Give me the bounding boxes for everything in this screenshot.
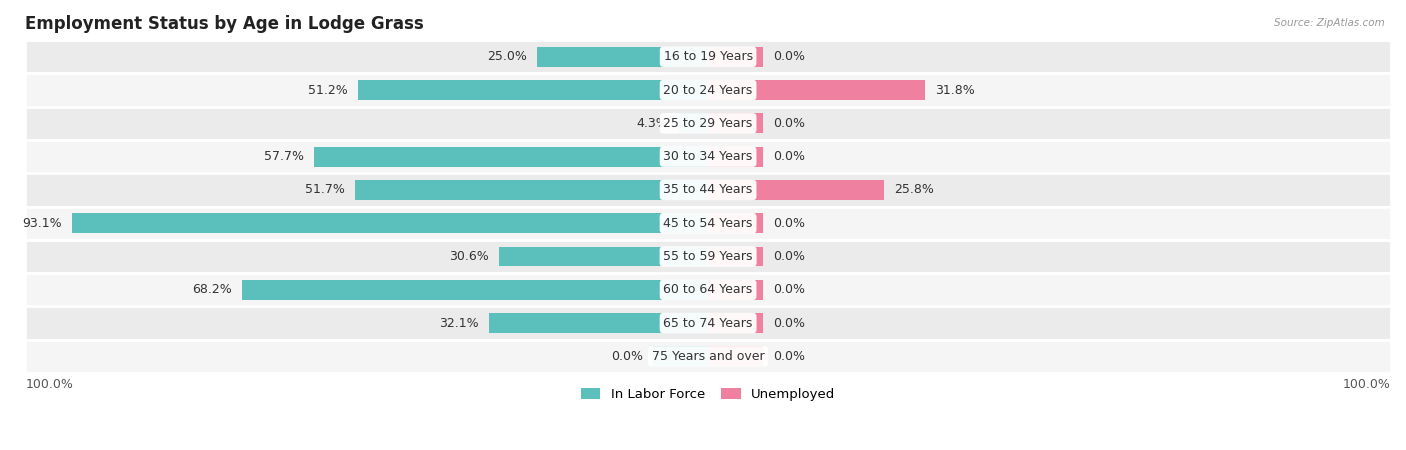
Text: 0.0%: 0.0% — [773, 150, 806, 163]
Bar — [25, 140, 1391, 173]
Text: 0.0%: 0.0% — [773, 317, 806, 329]
Bar — [25, 306, 1391, 340]
Bar — [25, 40, 1391, 73]
Bar — [499, 247, 709, 266]
Bar — [25, 340, 1391, 373]
Bar — [709, 113, 762, 133]
Text: 25 to 29 Years: 25 to 29 Years — [664, 117, 752, 130]
Bar — [25, 273, 1391, 306]
Text: 100.0%: 100.0% — [1343, 378, 1391, 391]
Bar — [709, 213, 762, 233]
Bar — [709, 313, 762, 333]
Text: 0.0%: 0.0% — [773, 350, 806, 363]
Text: 25.8%: 25.8% — [894, 184, 935, 196]
Bar — [72, 213, 709, 233]
Bar — [679, 113, 709, 133]
Text: 55 to 59 Years: 55 to 59 Years — [664, 250, 752, 263]
Bar — [25, 73, 1391, 107]
Bar — [709, 247, 762, 266]
Text: 4.3%: 4.3% — [637, 117, 668, 130]
Bar — [709, 80, 925, 100]
Text: 32.1%: 32.1% — [439, 317, 478, 329]
Text: 20 to 24 Years: 20 to 24 Years — [664, 84, 752, 97]
Text: 0.0%: 0.0% — [773, 250, 806, 263]
Bar — [537, 47, 709, 67]
Text: 0.0%: 0.0% — [773, 217, 806, 230]
Text: Source: ZipAtlas.com: Source: ZipAtlas.com — [1274, 18, 1385, 28]
Bar — [25, 107, 1391, 140]
Bar — [359, 80, 709, 100]
Text: 0.0%: 0.0% — [773, 284, 806, 296]
Text: 57.7%: 57.7% — [264, 150, 304, 163]
Bar — [709, 147, 762, 166]
Text: 45 to 54 Years: 45 to 54 Years — [664, 217, 752, 230]
Legend: In Labor Force, Unemployed: In Labor Force, Unemployed — [575, 382, 841, 406]
Text: 16 to 19 Years: 16 to 19 Years — [664, 50, 752, 63]
Text: 31.8%: 31.8% — [935, 84, 976, 97]
Bar — [654, 346, 709, 366]
Bar — [25, 207, 1391, 240]
Bar — [242, 280, 709, 300]
Text: Employment Status by Age in Lodge Grass: Employment Status by Age in Lodge Grass — [25, 15, 425, 33]
Text: 51.2%: 51.2% — [308, 84, 349, 97]
Text: 60 to 64 Years: 60 to 64 Years — [664, 284, 752, 296]
Text: 100.0%: 100.0% — [25, 378, 73, 391]
Text: 0.0%: 0.0% — [612, 350, 643, 363]
Text: 25.0%: 25.0% — [488, 50, 527, 63]
Bar — [25, 173, 1391, 207]
Bar — [489, 313, 709, 333]
Bar — [356, 180, 709, 200]
Text: 75 Years and over: 75 Years and over — [652, 350, 765, 363]
Bar — [709, 180, 884, 200]
Text: 68.2%: 68.2% — [193, 284, 232, 296]
Bar — [314, 147, 709, 166]
Text: 65 to 74 Years: 65 to 74 Years — [664, 317, 752, 329]
Text: 35 to 44 Years: 35 to 44 Years — [664, 184, 752, 196]
Text: 30 to 34 Years: 30 to 34 Years — [664, 150, 752, 163]
Text: 93.1%: 93.1% — [22, 217, 62, 230]
Bar — [709, 280, 762, 300]
Text: 51.7%: 51.7% — [305, 184, 344, 196]
Bar — [709, 346, 762, 366]
Text: 0.0%: 0.0% — [773, 117, 806, 130]
Text: 0.0%: 0.0% — [773, 50, 806, 63]
Bar — [709, 47, 762, 67]
Bar — [25, 240, 1391, 273]
Text: 30.6%: 30.6% — [449, 250, 489, 263]
